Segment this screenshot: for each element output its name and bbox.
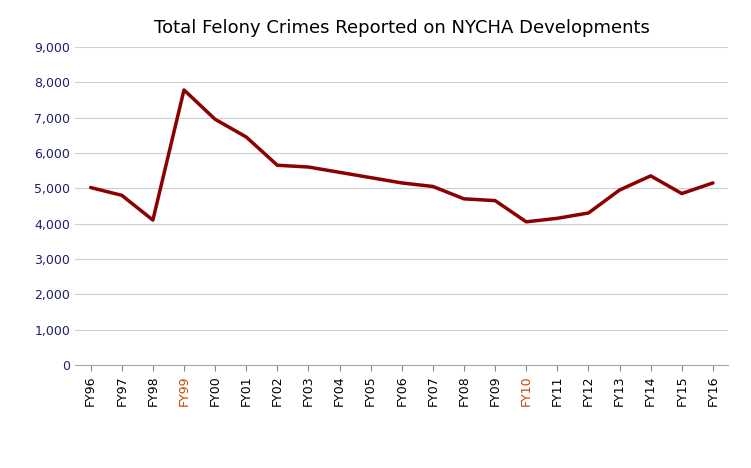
Title: Total Felony Crimes Reported on NYCHA Developments: Total Felony Crimes Reported on NYCHA De…	[154, 19, 650, 37]
